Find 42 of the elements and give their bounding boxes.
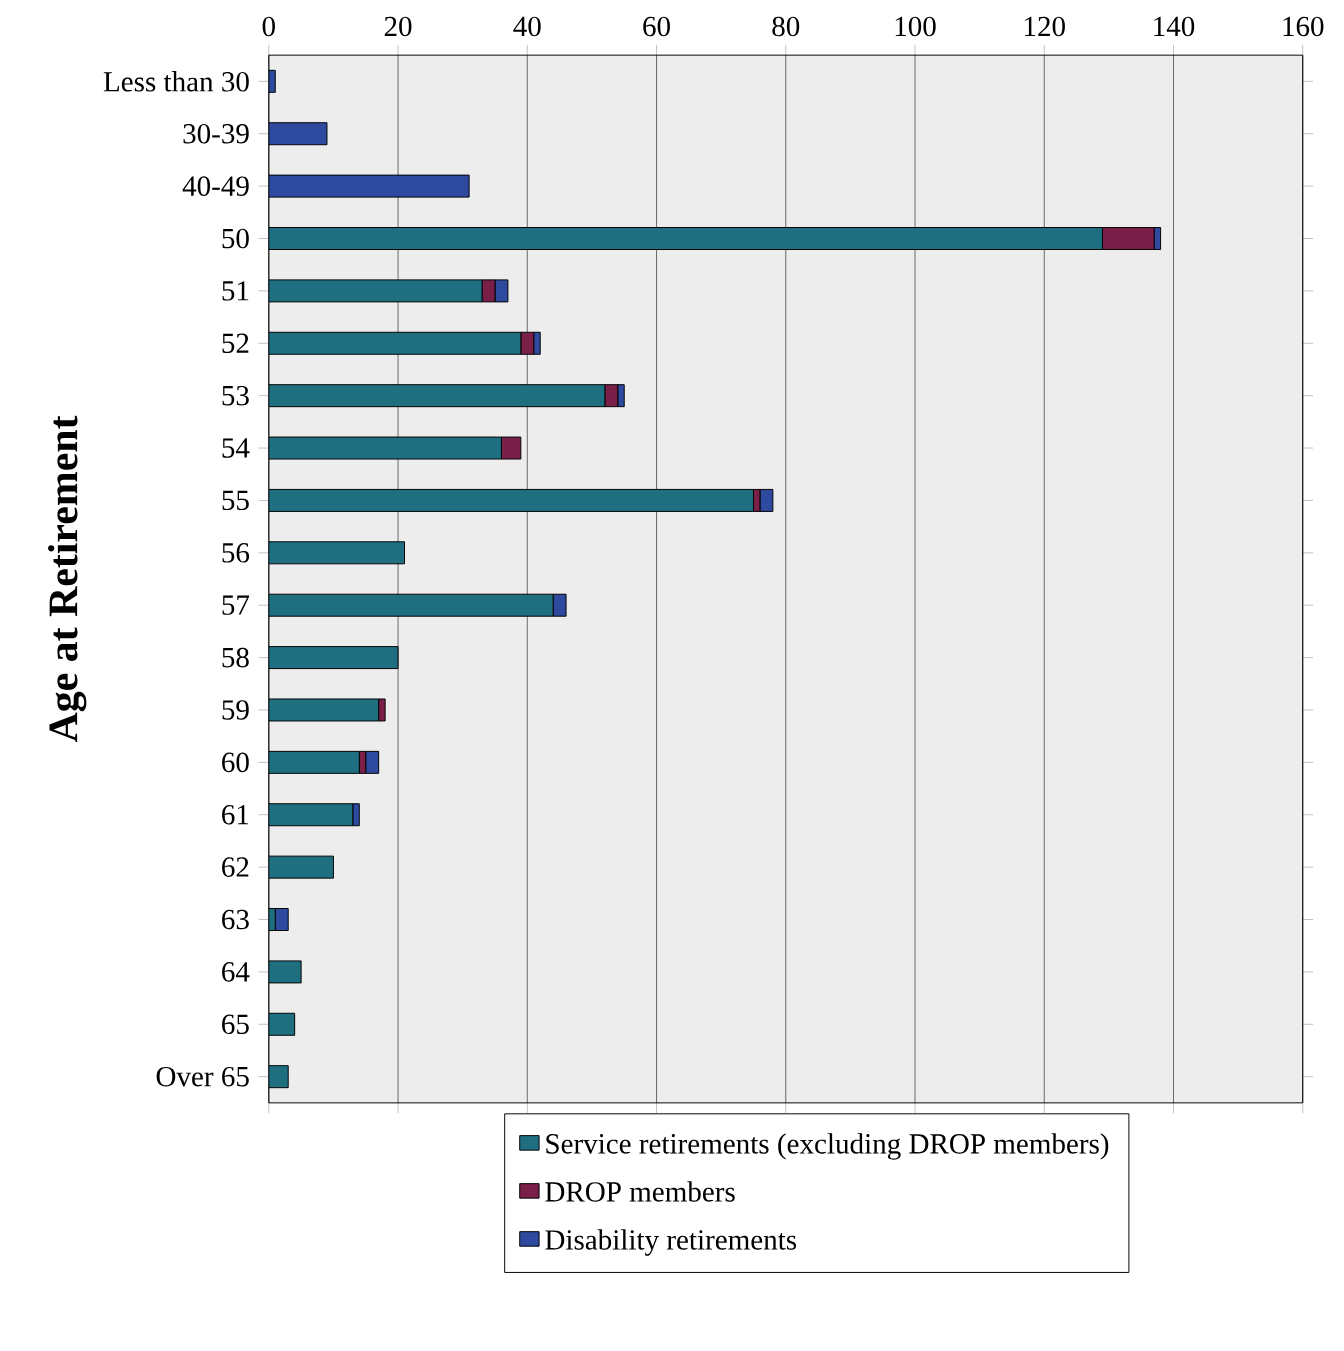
- y-tick-label: 60: [222, 752, 249, 773]
- bar: [268, 855, 334, 879]
- y-tick-label: 56: [222, 543, 250, 563]
- y-tick-label: 64: [222, 962, 250, 982]
- y-tick-label: 61: [222, 804, 249, 825]
- y-tick-label: 30-39: [183, 123, 249, 144]
- bar: [268, 541, 405, 565]
- legend-label: Disability retirements: [545, 1229, 797, 1256]
- y-tick-label: Over 65: [156, 1066, 249, 1087]
- bar: [268, 122, 328, 146]
- bar: [268, 646, 399, 670]
- bar: [268, 69, 276, 93]
- x-tick-label: 100: [895, 16, 936, 37]
- y-tick-label: 50: [222, 228, 249, 249]
- bar: [268, 1012, 296, 1036]
- y-tick-label: 54: [222, 438, 250, 458]
- y-tick-label: 52: [222, 333, 249, 354]
- x-tick-label: 60: [643, 16, 670, 37]
- y-tick-label: 58: [222, 647, 249, 668]
- bar: [268, 1065, 289, 1089]
- x-tick-label: 160: [1283, 16, 1324, 37]
- y-tick-label: 63: [222, 909, 249, 930]
- legend-label: Service retirements (excluding DROP members): [546, 1133, 1109, 1160]
- y-tick-label: 65: [222, 1014, 249, 1035]
- legend-label: DROP members: [545, 1181, 735, 1202]
- y-tick-label: Less than 30: [103, 71, 249, 92]
- x-tick-label: 0: [262, 16, 275, 37]
- x-tick-label: 20: [384, 16, 412, 37]
- y-tick-label: 59: [222, 700, 249, 720]
- y-tick-label: 53: [222, 385, 249, 406]
- x-tick-label: 80: [772, 16, 800, 37]
- x-tick-label: 40: [513, 16, 541, 37]
- y-tick-label: 62: [222, 857, 249, 877]
- bar: [268, 174, 470, 198]
- y-tick-label: 51: [222, 281, 249, 301]
- y-tick-label: 55: [222, 490, 249, 511]
- bar: [268, 960, 302, 984]
- x-tick-label: 140: [1154, 16, 1195, 37]
- y-tick-label: 40-49: [182, 176, 249, 196]
- x-tick-label: 120: [1024, 16, 1065, 37]
- y-axis-title: Age at Retirement: [47, 415, 87, 743]
- y-tick-label: 57: [222, 595, 250, 615]
